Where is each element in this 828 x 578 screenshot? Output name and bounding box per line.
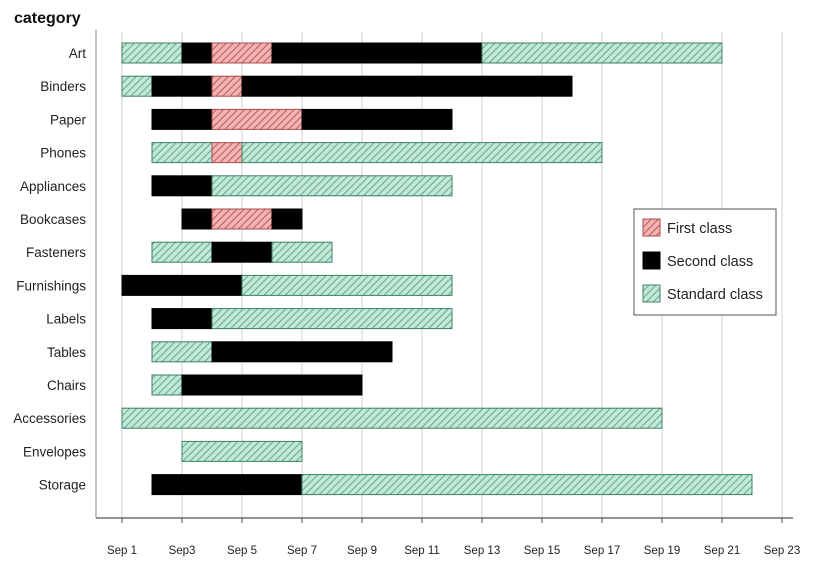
bar-segment-second [211,241,273,263]
y-tick-label: Fasteners [26,245,86,260]
legend-swatch-standard [642,284,661,303]
x-tick-label: Sep 21 [704,545,740,557]
bar-segment-standard [121,75,153,97]
bar-segment-second [151,75,213,97]
y-tick-label: Appliances [20,179,86,194]
legend-swatch-first [642,218,661,237]
y-tick-label: Labels [46,312,86,327]
x-tick-label: Sep 17 [584,545,620,557]
x-tick-label: Sep 5 [227,545,257,557]
x-tick-label: Sep 1 [107,545,137,557]
y-axis-title: category [14,10,81,27]
bar-segment-standard [271,241,333,263]
bar-segment-standard [121,42,183,64]
bar-segment-second [211,341,393,363]
bars [121,42,753,496]
x-tick-label: Sep 15 [524,545,560,557]
bar-segment-second [151,108,213,130]
bar-segment-second [151,175,213,197]
legend-label: First class [667,221,732,237]
y-tick-label: Binders [40,79,86,94]
bar-segment-standard [121,407,663,429]
bar-segment-standard [151,374,183,396]
y-tick-label: Chairs [47,378,86,393]
x-tick-label: Sep 11 [404,545,440,557]
y-tick-label: Art [69,46,87,61]
x-tick-label: Sep 7 [287,545,317,557]
x-tick-label: Sep 19 [644,545,680,557]
bar-segment-standard [241,274,453,296]
bar-segment-standard [211,308,453,330]
x-axis: Sep 1 Sep3 Sep 5 Sep 7 Sep 9 Sep 11 Sep 13 Sep … [95,30,800,557]
x-tick-label: Sep 13 [464,545,500,557]
bar-segment-standard [211,175,453,197]
bar-segment-first [211,108,303,130]
y-tick-label: Storage [39,478,86,493]
bar-segment-second [151,308,213,330]
bar-segment-second [181,42,213,64]
bar-segment-second [271,42,483,64]
bar-segment-second [301,108,453,130]
bar-segment-second [181,208,213,230]
y-tick-label: Tables [47,345,86,360]
bar-segment-standard [481,42,723,64]
bar-segment-second [121,274,243,296]
bar-segment-second [271,208,303,230]
x-tick-label: Sep 23 [764,545,800,557]
y-tick-label: Accessories [13,411,86,426]
y-tick-label: Phones [40,146,86,161]
legend-swatch-second [642,251,661,270]
bar-segment-first [211,208,273,230]
y-tick-label: Paper [50,112,87,127]
y-tick-label: Envelopes [23,444,86,459]
bar-segment-first [211,75,243,97]
legend-label: Standard class [667,287,763,303]
bar-segment-first [211,42,273,64]
bar-segment-standard [151,241,213,263]
y-tick-label: Furnishings [16,278,86,293]
legend: First class Second class Standard class [633,208,777,316]
bar-segment-standard [151,341,213,363]
y-tick-label: Bookcases [20,212,86,227]
y-axis-labels: Art Binders Paper Phones Appliances Bookcases… [13,46,86,493]
bar-segment-second [241,75,573,97]
x-tick-label: Sep 9 [347,545,377,557]
bar-segment-standard [181,440,303,462]
x-tick-label: Sep3 [169,545,196,557]
bar-segment-standard [241,142,603,164]
bar-segment-second [151,474,303,496]
bar-segment-first [211,142,243,164]
legend-label: Second class [667,254,753,270]
bar-segment-standard [151,142,213,164]
bar-segment-standard [301,474,753,496]
bar-segment-second [181,374,363,396]
